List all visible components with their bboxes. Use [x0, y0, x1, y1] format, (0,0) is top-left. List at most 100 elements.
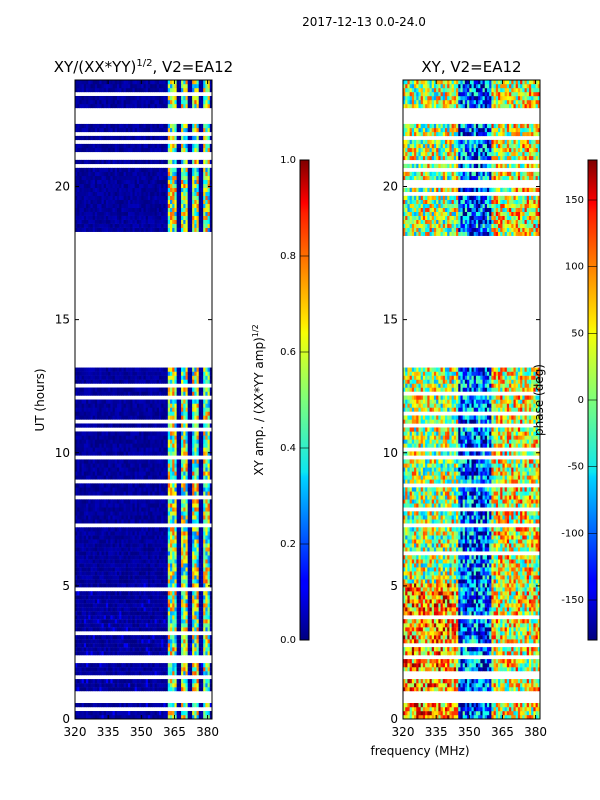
heatmap-cell	[112, 703, 116, 708]
heatmap-cell	[114, 459, 118, 464]
heatmap-cell	[145, 571, 149, 576]
heatmap-cell	[165, 403, 169, 408]
heatmap-cell	[165, 475, 169, 480]
heatmap-cell	[125, 367, 129, 372]
heatmap-cell	[154, 635, 158, 640]
heatmap-cell	[83, 211, 87, 216]
heatmap-cell	[128, 539, 131, 544]
heatmap-cell	[86, 415, 89, 420]
heatmap-cell	[83, 223, 87, 228]
heatmap-cell	[101, 539, 105, 544]
heatmap-cell	[176, 423, 180, 428]
heatmap-cell	[167, 687, 171, 692]
heatmap-cell	[141, 411, 144, 416]
heatmap-cell	[167, 715, 171, 719]
heatmap-cell	[119, 411, 122, 416]
heatmap-cell	[178, 451, 182, 456]
heatmap-cell	[158, 543, 162, 548]
heatmap-cell	[196, 211, 200, 216]
heatmap-cell	[194, 603, 197, 608]
heatmap-cell	[189, 651, 193, 656]
heatmap-cell	[141, 211, 144, 216]
heatmap-cell	[209, 591, 212, 596]
heatmap-cell	[185, 475, 189, 480]
heatmap-cell	[158, 639, 162, 644]
heatmap-cell	[121, 407, 125, 412]
heatmap-cell	[130, 431, 133, 436]
heatmap-cell	[139, 715, 142, 719]
heatmap-cell	[198, 227, 202, 232]
heatmap-cell	[128, 563, 131, 568]
heatmap-cell	[125, 487, 129, 492]
heatmap-cell	[207, 467, 211, 472]
heatmap-cell	[178, 551, 182, 556]
heatmap-cell	[156, 483, 160, 488]
heatmap-cell	[136, 543, 140, 548]
heatmap-cell	[172, 199, 175, 204]
heatmap-cell	[77, 391, 80, 396]
heatmap-cell	[192, 599, 195, 604]
heatmap-cell	[178, 371, 182, 376]
heatmap-cell	[158, 439, 162, 444]
heatmap-cell	[172, 475, 175, 480]
heatmap-cell	[165, 579, 169, 584]
heatmap-cell	[178, 615, 182, 620]
heatmap-cell	[145, 515, 149, 520]
heatmap-cell	[158, 379, 162, 384]
heatmap-cell	[163, 411, 166, 416]
heatmap-cell	[178, 379, 182, 384]
heatmap-cell	[94, 671, 98, 676]
heatmap-cell	[132, 611, 136, 616]
heatmap-cell	[167, 435, 171, 440]
heatmap-cell	[75, 403, 78, 408]
heatmap-cell	[178, 507, 182, 512]
heatmap-cell	[75, 535, 78, 540]
heatmap-cell	[110, 619, 113, 624]
heatmap-cell	[125, 575, 129, 580]
heatmap-cell	[189, 579, 193, 584]
heatmap-cell	[145, 647, 149, 652]
heatmap-cell	[176, 503, 180, 508]
heatmap-cell	[92, 651, 96, 656]
heatmap-cell	[152, 639, 155, 644]
heatmap-cell	[185, 471, 189, 476]
heatmap-cell	[116, 203, 120, 208]
heatmap-cell	[147, 215, 151, 220]
heatmap-cell	[200, 567, 204, 572]
heatmap-cell	[83, 367, 87, 372]
heatmap-cell	[187, 467, 191, 472]
heatmap-cell	[110, 467, 113, 472]
heatmap-cell	[203, 563, 206, 568]
heatmap-cell	[105, 591, 109, 596]
heatmap-cell	[92, 615, 96, 620]
heatmap-cell	[116, 679, 120, 684]
heatmap-cell	[121, 463, 125, 468]
heatmap-cell	[150, 379, 153, 384]
heatmap-cell	[181, 575, 184, 580]
heatmap-cell	[75, 639, 78, 644]
heatmap-cell	[121, 667, 125, 672]
heatmap-cell	[189, 431, 193, 436]
heatmap-cell	[176, 519, 180, 524]
heatmap-cell	[116, 215, 120, 220]
heatmap-cell	[83, 647, 87, 652]
heatmap-cell	[139, 687, 142, 692]
heatmap-cell	[105, 367, 109, 372]
heatmap-cell	[161, 611, 164, 616]
heatmap-cell	[209, 607, 212, 612]
heatmap-cell	[114, 555, 118, 560]
heatmap-cell	[121, 195, 125, 201]
heatmap-cell	[147, 203, 151, 208]
heatmap-cell	[110, 663, 113, 668]
heatmap-cell	[119, 459, 122, 464]
heatmap-cell	[156, 603, 160, 608]
heatmap-cell	[112, 611, 116, 616]
heatmap-cell	[154, 647, 158, 652]
heatmap-cell	[198, 463, 202, 468]
heatmap-cell	[86, 499, 89, 504]
heatmap-cell	[134, 555, 138, 560]
heatmap-cell	[81, 475, 85, 480]
heatmap-cell	[110, 555, 113, 560]
heatmap-cell	[143, 375, 147, 380]
heatmap-cell	[207, 559, 211, 564]
